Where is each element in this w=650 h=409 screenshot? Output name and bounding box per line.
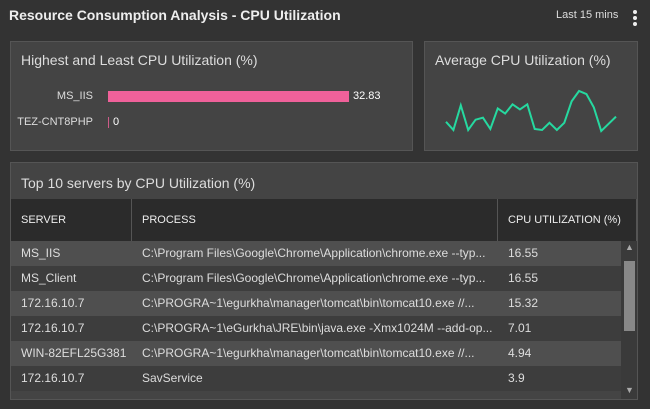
bar bbox=[108, 117, 109, 128]
table-row[interactable]: MS_Client C:\Program Files\Google\Chrome\… bbox=[11, 266, 621, 291]
table-cell: 16.55 bbox=[508, 271, 539, 285]
table-cell: 4.94 bbox=[508, 346, 532, 360]
table-cell: C:\PROGRA~1\egurkha\manager\tomcat\bin\t… bbox=[142, 296, 475, 310]
value-label: 0 bbox=[113, 116, 119, 128]
time-range[interactable]: Last 15 mins bbox=[556, 9, 619, 21]
table-cell: 15.32 bbox=[508, 296, 539, 310]
table-cell: C:\Program Files\Google\Chrome\Applicati… bbox=[142, 246, 486, 260]
line-panel: Average CPU Utilization (%) bbox=[424, 41, 638, 151]
bar-chart: MS_IIS 32.83 TEZ-CNT8PHP 0 bbox=[17, 90, 381, 128]
bar-panel: Highest and Least CPU Utilization (%) MS… bbox=[10, 41, 413, 151]
table-cell: WIN-82EFL25G381 bbox=[21, 346, 126, 360]
table-cell: MS_Client bbox=[21, 271, 77, 285]
table-cell: C:\PROGRA~1\egurkha\manager\tomcat\bin\t… bbox=[142, 346, 475, 360]
table-cell: 7.01 bbox=[508, 321, 532, 335]
header: Resource Consumption Analysis - CPU Util… bbox=[0, 0, 650, 32]
table-row[interactable]: 172.16.10.7 C:\PROGRA~1\egurkha\manager\t… bbox=[11, 291, 621, 316]
category-label: TEZ-CNT8PHP bbox=[17, 116, 93, 128]
table-row[interactable]: MS_IIS C:\Program Files\Google\Chrome\App… bbox=[11, 241, 621, 266]
table-header: SERVER PROCESS CPU UTILIZATION (%) bbox=[11, 199, 637, 241]
scroll-down[interactable]: ▼ bbox=[625, 385, 634, 395]
panel-title: Average CPU Utilization (%) bbox=[435, 52, 611, 68]
column-header: CPU UTILIZATION (%) bbox=[498, 199, 637, 241]
dashboard-title: Resource Consumption Analysis - CPU Util… bbox=[9, 7, 341, 23]
panel-title: Highest and Least CPU Utilization (%) bbox=[21, 52, 258, 68]
table-cell: C:\PROGRA~1\eGurkha\JRE\bin\java.exe -Xm… bbox=[142, 321, 492, 335]
category-label: MS_IIS bbox=[57, 90, 93, 102]
line-chart bbox=[445, 89, 617, 133]
table-cell: 3.9 bbox=[508, 371, 525, 385]
scroll-thumb[interactable] bbox=[624, 261, 635, 331]
table-row[interactable]: WIN-82EFL25G381 C:\PROGRA~1\egurkha\manag… bbox=[11, 341, 621, 366]
scroll-up[interactable]: ▲ bbox=[625, 242, 634, 252]
table-row[interactable]: 172.16.10.7 C:\PROGRA~1\eGurkha\JRE\bin\j… bbox=[11, 316, 621, 341]
table-cell: MS_IIS bbox=[21, 246, 61, 260]
table-cell: 172.16.10.7 bbox=[21, 321, 85, 335]
column-header: SERVER bbox=[11, 199, 132, 241]
table-cell: C:\Program Files\Google\Chrome\Applicati… bbox=[142, 271, 486, 285]
table-body: MS_IIS C:\Program Files\Google\Chrome\App… bbox=[11, 241, 621, 399]
table-cell: SavService bbox=[142, 371, 203, 385]
menu-button[interactable] bbox=[630, 8, 640, 28]
table-cell: 172.16.10.7 bbox=[21, 296, 85, 310]
table-row[interactable]: 172.16.10.7 SavService 3.9 bbox=[11, 366, 621, 391]
table-cell: 172.16.10.7 bbox=[21, 371, 85, 385]
column-header: PROCESS bbox=[132, 199, 498, 241]
table-panel: Top 10 servers by CPU Utilization (%) SE… bbox=[10, 162, 638, 400]
table-cell: 16.55 bbox=[508, 246, 539, 260]
value-label: 32.83 bbox=[353, 90, 381, 102]
scrollbar[interactable]: ▲ ▼ bbox=[621, 241, 637, 399]
bar bbox=[108, 91, 349, 102]
sparkline bbox=[445, 89, 617, 133]
panel-title: Top 10 servers by CPU Utilization (%) bbox=[21, 175, 256, 191]
